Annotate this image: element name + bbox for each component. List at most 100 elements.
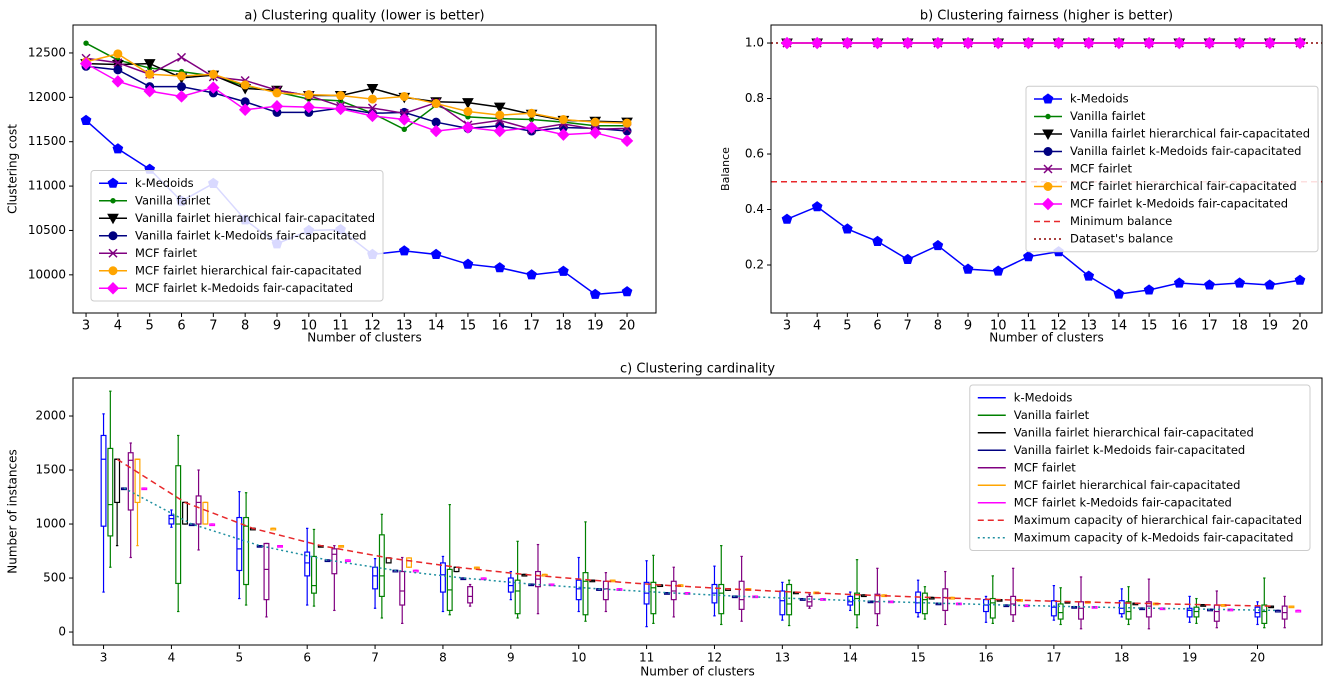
legend-label: MCF fairlet — [135, 246, 198, 260]
legend-label: Vanilla fairlet hierarchical fair-capaci… — [135, 211, 375, 225]
x-tick-label: 8 — [439, 651, 447, 665]
box — [1050, 600, 1057, 617]
series-line — [85, 53, 628, 124]
box — [1125, 601, 1132, 620]
box — [854, 592, 860, 616]
y-tick-label: 12000 — [28, 90, 66, 104]
x-tick-label: 10 — [301, 319, 318, 334]
legend-marker — [1041, 197, 1055, 211]
x-tick-label: 4 — [813, 319, 821, 334]
legend-label: Vanilla fairlet k-Medoids fair-capacitat… — [1014, 443, 1245, 457]
marker — [175, 90, 188, 103]
box — [989, 597, 996, 619]
x-tick-label: 16 — [491, 319, 508, 334]
x-tick-label: 18 — [1114, 651, 1129, 665]
x-tick-label: 8 — [934, 319, 942, 334]
legend-box — [969, 384, 1311, 551]
legend-marker — [1043, 182, 1053, 191]
marker — [1142, 36, 1156, 50]
marker — [208, 69, 218, 79]
marker — [145, 69, 155, 79]
marker — [526, 269, 537, 280]
x-tick-label: 18 — [1231, 319, 1248, 334]
chart-title: c) Clustering cardinality — [620, 362, 775, 377]
box — [1057, 603, 1064, 620]
marker — [494, 262, 506, 273]
marker — [430, 248, 442, 259]
marker — [177, 82, 187, 92]
box — [304, 551, 311, 577]
marker — [810, 36, 824, 50]
legend-label: Vanilla fairlet — [1070, 109, 1146, 123]
legend-marker — [1043, 164, 1053, 174]
x-tick-label: 6 — [873, 319, 881, 334]
x-tick-label: 9 — [273, 319, 281, 334]
box — [582, 572, 589, 616]
x-tick-label: 4 — [168, 651, 176, 665]
marker — [398, 113, 411, 126]
legend-marker — [110, 198, 116, 204]
marker — [143, 84, 156, 98]
marker — [590, 117, 600, 127]
marker — [1143, 284, 1155, 295]
y-tick-label: 0.4 — [745, 202, 764, 216]
marker — [589, 288, 601, 299]
x-tick-label: 9 — [507, 651, 515, 665]
box — [718, 583, 725, 615]
box — [514, 579, 521, 615]
x-tick-label: 20 — [1292, 319, 1309, 334]
marker — [527, 108, 537, 118]
box — [399, 570, 406, 606]
marker — [1083, 270, 1095, 281]
series-line — [85, 65, 628, 132]
box — [738, 580, 745, 610]
marker — [558, 265, 569, 276]
marker — [493, 102, 506, 114]
box — [847, 595, 854, 606]
x-tick-label: 11 — [332, 319, 349, 334]
marker — [525, 121, 538, 134]
marker — [462, 98, 474, 109]
legend-marker — [1045, 113, 1051, 120]
y-tick-label: 11000 — [28, 179, 66, 193]
marker — [143, 59, 156, 70]
marker — [113, 49, 123, 59]
y-tick-label: 10500 — [28, 223, 66, 237]
marker — [79, 57, 93, 70]
marker — [366, 83, 379, 95]
marker — [112, 143, 124, 154]
x-tick-label: 19 — [587, 319, 604, 334]
box — [1145, 601, 1152, 618]
legend-label: Vanilla fairlet hierarchical fair-capaci… — [1014, 425, 1254, 439]
x-tick-label: 7 — [209, 319, 217, 334]
box — [310, 555, 317, 594]
box — [378, 534, 385, 597]
x-tick-label: 13 — [775, 651, 790, 665]
marker — [80, 114, 92, 125]
box — [467, 586, 474, 604]
marker — [83, 40, 89, 46]
marker — [366, 109, 379, 123]
y-tick-label: 11500 — [28, 134, 66, 148]
marker — [811, 201, 823, 212]
legend-label: Vanilla fairlet k-Medoids fair-capacitat… — [135, 228, 366, 242]
marker — [842, 223, 853, 234]
y-tick-label: 0.6 — [745, 147, 764, 161]
legend-marker — [107, 177, 119, 188]
marker — [270, 100, 284, 113]
marker — [1263, 36, 1277, 50]
x-tick-label: 16 — [978, 651, 993, 665]
marker — [781, 213, 793, 224]
marker — [1113, 288, 1125, 299]
x-tick-label: 6 — [177, 319, 185, 334]
plot-frame — [72, 24, 657, 314]
box — [107, 447, 114, 537]
x-tick-label: 19 — [1262, 319, 1279, 334]
marker — [872, 235, 883, 246]
series-line — [86, 62, 628, 123]
marker — [558, 115, 568, 125]
marker — [620, 134, 634, 148]
legend: k-Medoids Vanilla fairlet Vanilla fairlet … — [969, 384, 1311, 551]
y-tick-label: 1000 — [35, 517, 66, 531]
legend-label: Vanilla fairlet — [1014, 408, 1090, 422]
